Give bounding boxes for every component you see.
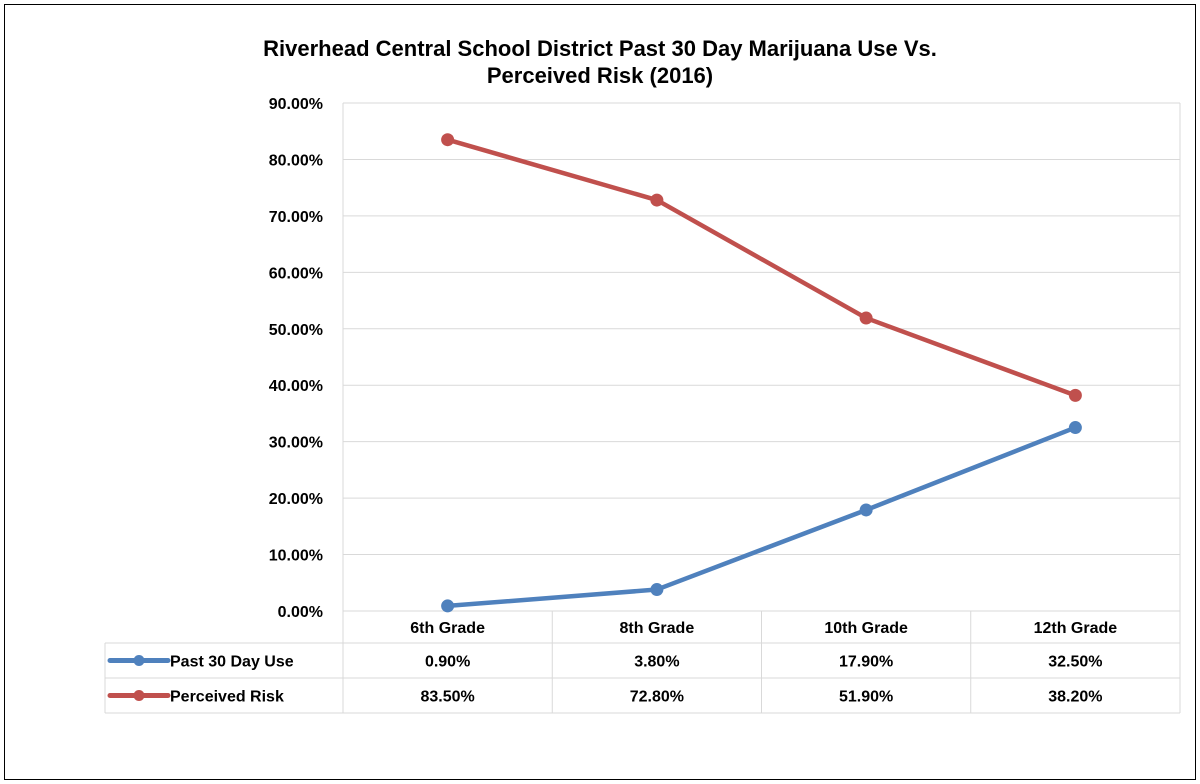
gridlines bbox=[342, 102, 1181, 713]
y-tick-label: 30.00% bbox=[269, 435, 323, 452]
legend-key-marker bbox=[133, 655, 145, 666]
data-table: 6th Grade 8th Grade 10th Grade 12th Grade Pa… bbox=[104, 610, 1180, 714]
y-tick-label: 20.00% bbox=[269, 491, 323, 508]
y-tick-label: 80.00% bbox=[269, 152, 323, 169]
y-tick-label: 10.00% bbox=[269, 548, 323, 565]
data-point bbox=[1068, 388, 1082, 402]
y-tick-label: 40.00% bbox=[269, 378, 323, 395]
y-tick-label: 70.00% bbox=[269, 209, 323, 226]
data-table-value: 83.50% bbox=[420, 689, 474, 706]
chart-title-line-2: Perceived Risk (2016) bbox=[486, 63, 714, 88]
data-point bbox=[1068, 421, 1082, 435]
data-point bbox=[441, 133, 455, 147]
series-line bbox=[445, 137, 1078, 398]
x-category-label: 6th Grade bbox=[410, 620, 485, 637]
data-table-value: 17.90% bbox=[839, 654, 893, 671]
legend-series-name: Past 30 Day Use bbox=[170, 654, 294, 671]
data-table-value: 3.80% bbox=[634, 654, 679, 671]
data-point bbox=[859, 503, 873, 517]
x-category-label: 12th Grade bbox=[1034, 620, 1118, 637]
data-table-value: 72.80% bbox=[630, 689, 684, 706]
x-category-label: 10th Grade bbox=[824, 620, 908, 637]
data-table-value: 0.90% bbox=[425, 654, 470, 671]
x-category-label: 8th Grade bbox=[620, 620, 695, 637]
y-tick-label: 90.00% bbox=[269, 96, 323, 113]
data-table-value: 32.50% bbox=[1048, 654, 1102, 671]
data-point bbox=[650, 193, 664, 207]
y-tick-label: 0.00% bbox=[278, 604, 323, 621]
series-lines bbox=[441, 133, 1082, 613]
data-point bbox=[650, 583, 664, 597]
legend-key-marker bbox=[133, 690, 145, 701]
y-tick-label: 60.00% bbox=[269, 265, 323, 282]
chart-title-line-1: Riverhead Central School District Past 3… bbox=[263, 36, 937, 61]
data-point bbox=[441, 599, 455, 613]
legend-series-name: Perceived Risk bbox=[170, 689, 284, 706]
series-line bbox=[445, 425, 1078, 609]
y-tick-label: 50.00% bbox=[269, 322, 323, 339]
data-point bbox=[859, 311, 873, 325]
chart-title: Riverhead Central School District Past 3… bbox=[0, 35, 1200, 89]
y-axis-tick-labels: 0.00% 10.00% 20.00% 30.00% 40.00% 50.00% 60.00… bbox=[269, 96, 323, 621]
data-table-value: 51.90% bbox=[839, 689, 893, 706]
data-table-value: 38.20% bbox=[1048, 689, 1102, 706]
chart-frame bbox=[4, 4, 1196, 780]
